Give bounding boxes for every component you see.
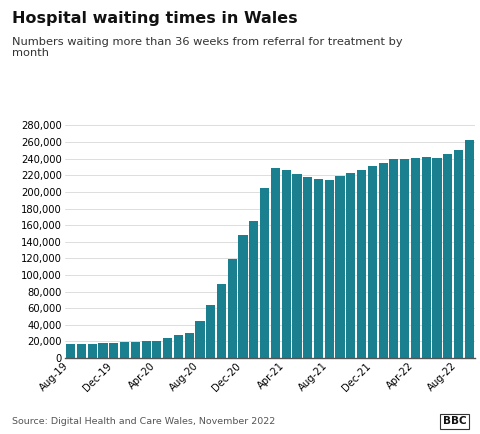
Bar: [206, 305, 216, 358]
Bar: [185, 333, 194, 358]
Bar: [77, 344, 86, 358]
Bar: [195, 321, 204, 358]
Text: BBC: BBC: [443, 416, 467, 426]
Bar: [324, 180, 334, 358]
Text: Source: Digital Health and Care Wales, November 2022: Source: Digital Health and Care Wales, N…: [12, 417, 275, 426]
Bar: [465, 140, 474, 358]
Bar: [368, 166, 377, 358]
Bar: [88, 344, 97, 358]
Bar: [66, 344, 75, 358]
Bar: [249, 221, 258, 358]
Bar: [443, 154, 452, 358]
Bar: [163, 338, 172, 358]
Bar: [303, 177, 312, 358]
Text: Hospital waiting times in Wales: Hospital waiting times in Wales: [12, 11, 298, 26]
Bar: [109, 343, 119, 358]
Bar: [120, 342, 129, 358]
Text: Numbers waiting more than 36 weeks from referral for treatment by
month: Numbers waiting more than 36 weeks from …: [12, 37, 403, 59]
Bar: [142, 342, 151, 358]
Bar: [389, 159, 398, 358]
Bar: [421, 157, 431, 358]
Bar: [292, 174, 301, 358]
Bar: [314, 179, 323, 358]
Bar: [379, 163, 388, 358]
Bar: [282, 170, 291, 358]
Bar: [239, 235, 248, 358]
Bar: [217, 284, 226, 358]
Bar: [357, 170, 366, 358]
Bar: [260, 188, 269, 358]
Bar: [346, 173, 355, 358]
Bar: [228, 259, 237, 358]
Bar: [454, 151, 463, 358]
Bar: [174, 335, 183, 358]
Bar: [432, 158, 442, 358]
Bar: [411, 158, 420, 358]
Bar: [98, 343, 108, 358]
Bar: [152, 341, 161, 358]
Bar: [271, 168, 280, 358]
Bar: [400, 159, 409, 358]
Bar: [336, 176, 345, 358]
Bar: [131, 342, 140, 358]
